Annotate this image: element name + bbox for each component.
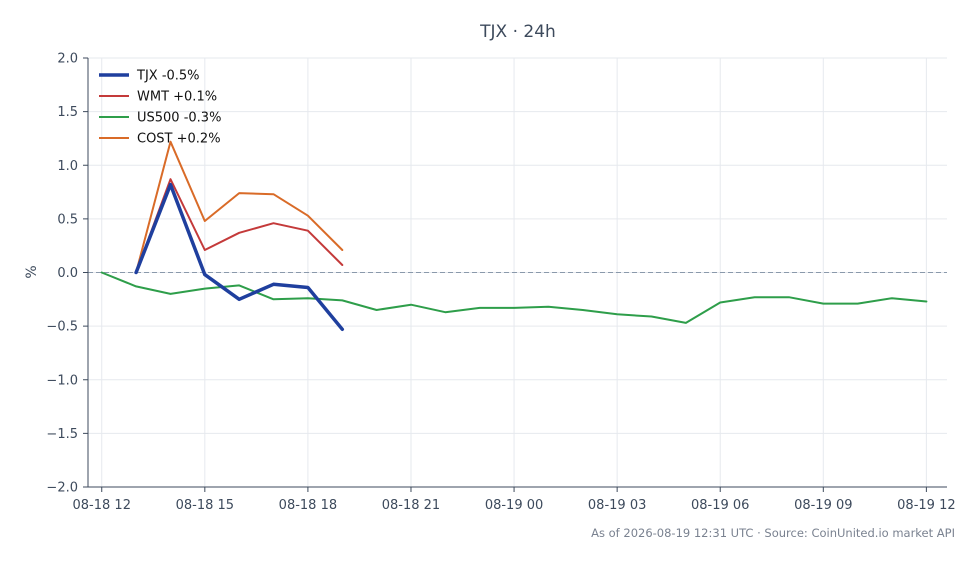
x-tick-label: 08-18 15 xyxy=(176,498,234,513)
x-tick-label: 08-19 09 xyxy=(794,498,852,513)
y-tick-label: −0.5 xyxy=(46,320,78,335)
x-tick-label: 08-18 12 xyxy=(73,498,131,513)
x-tick-label: 08-19 00 xyxy=(485,498,543,513)
series-line-cost xyxy=(135,140,344,274)
y-tick-label: −1.0 xyxy=(46,373,78,388)
legend-entry-label: COST +0.2% xyxy=(137,132,221,147)
legend-entry-label: WMT +0.1% xyxy=(137,90,217,105)
y-tick-label: −1.5 xyxy=(46,427,78,442)
chart-footer: As of 2026-08-19 12:31 UTC · Source: Coi… xyxy=(591,526,955,540)
x-axis-ticks: 08-18 12 08-18 15 08-18 18 08-18 21 08-19 00… xyxy=(73,487,956,513)
series-line-wmt xyxy=(135,178,344,274)
legend-entry-label: TJX -0.5% xyxy=(136,69,200,84)
x-tick-label: 08-19 06 xyxy=(691,498,749,513)
chart-title: TJX · 24h xyxy=(479,22,556,42)
legend-entry-label: US500 -0.3% xyxy=(137,111,221,126)
series-line-us500 xyxy=(100,271,928,324)
x-tick-label: 08-18 18 xyxy=(279,498,337,513)
y-axis-label: % xyxy=(24,265,40,278)
y-axis-ticks: 2.0 1.5 1.0 0.5 0.0 −0.5 −1.0 −1.5 −2.0 xyxy=(46,52,88,496)
y-tick-label: 2.0 xyxy=(57,52,78,67)
y-tick-label: 0.0 xyxy=(57,266,78,281)
x-tick-label: 08-19 12 xyxy=(897,498,955,513)
series-lines xyxy=(100,140,928,332)
x-tick-label: 08-19 03 xyxy=(588,498,646,513)
x-tick-label: 08-18 21 xyxy=(382,498,440,513)
legend: TJX -0.5% WMT +0.1% US500 -0.3% COST +0.2% xyxy=(99,69,221,147)
y-tick-label: 1.0 xyxy=(57,159,78,174)
y-tick-label: 0.5 xyxy=(57,212,78,227)
series-line-tjx xyxy=(134,182,345,332)
y-tick-label: 1.5 xyxy=(57,105,78,120)
y-tick-label: −2.0 xyxy=(46,481,78,496)
